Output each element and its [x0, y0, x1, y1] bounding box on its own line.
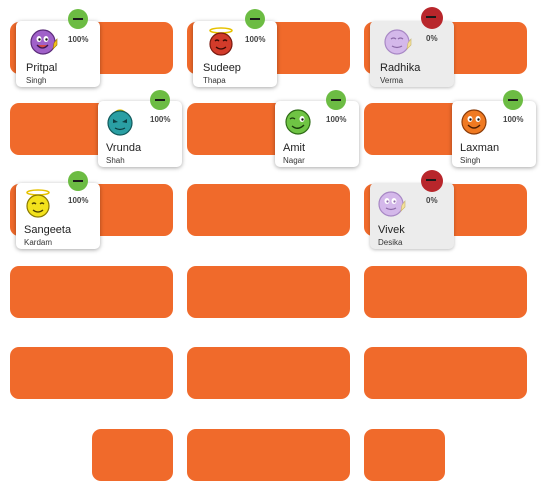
teal-alien-avatar-icon [105, 107, 135, 137]
student-first-name: Laxman [460, 142, 500, 154]
attendance-present-icon[interactable] [245, 9, 265, 29]
attendance-absent-icon[interactable] [421, 170, 443, 192]
student-first-name: Vivek [378, 224, 405, 236]
student-first-name: Vrunda [106, 142, 142, 154]
student-last-name: Thapa [203, 76, 226, 85]
student-last-name: Kardam [24, 238, 53, 247]
seat-slot-r6c3[interactable] [364, 429, 445, 481]
green-wink-avatar-icon [283, 107, 313, 137]
student-first-name: Pritpal [26, 62, 58, 74]
seat-slot-r6c2[interactable] [187, 429, 350, 481]
student-last-name: Singh [460, 156, 481, 165]
student-last-name: Desika [378, 238, 403, 247]
attendance-absent-icon[interactable] [421, 7, 443, 29]
student-last-name: Shah [106, 156, 125, 165]
seat-slot-r3c2[interactable] [187, 184, 350, 236]
student-card[interactable]: Radhika Verma [370, 21, 454, 87]
student-card[interactable]: Amit Nagar [275, 101, 359, 167]
student-first-name: Sudeep [203, 62, 241, 74]
seat-slot-r4c1[interactable] [10, 266, 173, 318]
student-card[interactable]: Laxman Singh [452, 101, 536, 167]
attendance-present-icon[interactable] [503, 90, 523, 110]
purple-thumbs-avatar-icon [29, 27, 59, 57]
attendance-percent: 0% [426, 34, 438, 43]
student-last-name: Singh [26, 76, 47, 85]
attendance-percent: 100% [68, 35, 89, 44]
orange-avatar-icon [459, 107, 489, 137]
attendance-percent: 100% [150, 115, 171, 124]
student-card[interactable]: Vivek Desika [370, 183, 454, 249]
student-card[interactable]: Vrunda Shah [98, 101, 182, 167]
attendance-percent: 100% [245, 35, 266, 44]
student-card[interactable]: Pritpal Singh [16, 21, 100, 87]
seat-slot-r5c2[interactable] [187, 347, 350, 399]
attendance-present-icon[interactable] [326, 90, 346, 110]
attendance-present-icon[interactable] [68, 9, 88, 29]
student-card[interactable]: Sangeeta Kardam [16, 183, 100, 249]
lavender-thumbs-avatar-icon [377, 189, 407, 219]
student-last-name: Nagar [283, 156, 305, 165]
seat-slot-r5c1[interactable] [10, 347, 173, 399]
attendance-percent: 0% [426, 196, 438, 205]
seat-slot-r4c2[interactable] [187, 266, 350, 318]
attendance-present-icon[interactable] [150, 90, 170, 110]
attendance-present-icon[interactable] [68, 171, 88, 191]
student-first-name: Sangeeta [24, 224, 72, 236]
seat-slot-r4c3[interactable] [364, 266, 527, 318]
student-first-name: Amit [283, 142, 305, 154]
attendance-percent: 100% [326, 115, 347, 124]
student-first-name: Radhika [380, 62, 421, 74]
yellow-halo-avatar-icon [23, 189, 53, 219]
red-halo-avatar-icon [206, 27, 236, 57]
seat-slot-r5c3[interactable] [364, 347, 527, 399]
attendance-percent: 100% [503, 115, 524, 124]
student-last-name: Verma [380, 76, 404, 85]
lavender-thumbs-avatar-icon [383, 27, 413, 57]
attendance-percent: 100% [68, 196, 89, 205]
student-card[interactable]: Sudeep Thapa [193, 21, 277, 87]
seat-slot-r6c1[interactable] [92, 429, 173, 481]
